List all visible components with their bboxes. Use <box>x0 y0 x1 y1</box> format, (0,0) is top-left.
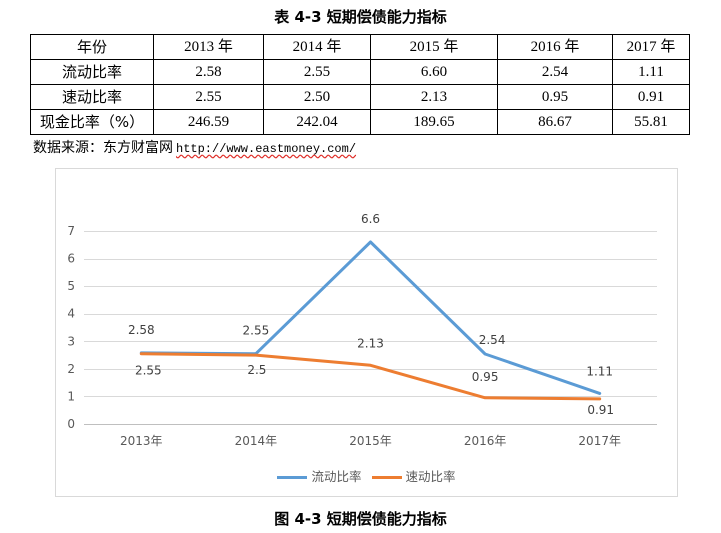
table-row-current-ratio: 流动比率 2.58 2.55 6.60 2.54 1.11 <box>30 59 690 85</box>
table-header-row: 年份 2013 年 2014 年 2015 年 2016 年 2017 年 <box>30 34 690 60</box>
data-label: 2.54 <box>479 333 506 347</box>
header-cell-2017: 2017 年 <box>612 34 690 60</box>
short-term-solvency-table: 年份 2013 年 2014 年 2015 年 2016 年 2017 年 流动… <box>30 34 690 135</box>
y-tick-label: 7 <box>67 224 75 238</box>
x-tick-label: 2014年 <box>235 434 278 448</box>
data-label: 2.13 <box>357 336 384 350</box>
header-cell-2016: 2016 年 <box>497 34 613 60</box>
data-label: 0.91 <box>587 403 614 417</box>
y-tick-label: 0 <box>67 417 75 431</box>
y-tick-label: 4 <box>67 307 75 321</box>
source-url: http://www.eastmoney.com/ <box>176 142 357 156</box>
y-tick-label: 6 <box>67 252 75 266</box>
source-label: 数据来源：东方财富网 <box>33 140 173 156</box>
row-label: 流动比率 <box>30 59 154 85</box>
header-cell-year: 年份 <box>30 34 154 60</box>
data-label: 0.95 <box>472 370 499 384</box>
table-cell: 246.59 <box>153 109 264 135</box>
table-cell: 86.67 <box>497 109 613 135</box>
table-cell: 0.95 <box>497 84 613 110</box>
header-cell-2013: 2013 年 <box>153 34 264 60</box>
legend-item-quick-ratio: 速动比率 <box>371 468 456 486</box>
y-tick-label: 3 <box>67 334 75 348</box>
header-cell-2014: 2014 年 <box>263 34 371 60</box>
table-cell: 242.04 <box>263 109 371 135</box>
table-cell: 189.65 <box>370 109 498 135</box>
table-cell: 2.55 <box>263 59 371 85</box>
data-label: 6.6 <box>361 212 380 226</box>
legend-swatch <box>277 475 308 479</box>
y-tick-label: 1 <box>67 389 75 403</box>
table-cell: 2.50 <box>263 84 371 110</box>
legend-label: 流动比率 <box>311 469 362 484</box>
table-cell: 2.13 <box>370 84 498 110</box>
row-label: 速动比率 <box>30 84 154 110</box>
x-tick-label: 2015年 <box>349 434 392 448</box>
x-tick-label: 2016年 <box>464 434 507 448</box>
data-label: 2.5 <box>247 363 266 377</box>
x-tick-label: 2013年 <box>120 434 163 448</box>
figure-caption: 图 4-3 短期偿债能力指标 <box>274 510 447 528</box>
series-line-2 <box>139 352 602 401</box>
chart-legend: 流动比率 速动比率 <box>56 468 677 486</box>
x-tick-label: 2017年 <box>578 434 621 448</box>
table-row-cash-ratio: 现金比率（%） 246.59 242.04 189.65 86.67 55.81 <box>30 109 690 135</box>
table-cell: 55.81 <box>612 109 690 135</box>
data-label: 1.11 <box>586 364 613 378</box>
series-line-1 <box>139 240 602 395</box>
legend-item-current-ratio: 流动比率 <box>277 468 362 486</box>
table-cell: 6.60 <box>370 59 498 85</box>
header-cell-2015: 2015 年 <box>370 34 498 60</box>
row-label: 现金比率（%） <box>30 109 154 135</box>
data-label: 2.58 <box>128 323 155 337</box>
data-label: 2.55 <box>135 364 162 378</box>
y-tick-label: 2 <box>67 362 75 376</box>
table-cell: 2.58 <box>153 59 264 85</box>
legend-label: 速动比率 <box>405 469 456 484</box>
table-cell: 1.11 <box>612 59 690 85</box>
chart-frame: 0 1 2 3 4 5 6 7 2013年 2014年 2015年 2016年 2017年 2.58 2.5… <box>55 168 678 497</box>
legend-swatch <box>371 475 402 479</box>
y-tick-label: 5 <box>67 279 75 293</box>
table-title: 表 4-3 短期偿债能力指标 <box>274 8 447 26</box>
table-cell: 2.54 <box>497 59 613 85</box>
table-row-quick-ratio: 速动比率 2.55 2.50 2.13 0.95 0.91 <box>30 84 690 110</box>
data-label: 2.55 <box>243 324 270 338</box>
table-cell: 2.55 <box>153 84 264 110</box>
line-chart: 0 1 2 3 4 5 6 7 2013年 2014年 2015年 2016年 2017年 2.58 2.5… <box>67 212 657 448</box>
data-source-note: 数据来源：东方财富网 http://www.eastmoney.com/ <box>33 139 356 157</box>
table-cell: 0.91 <box>612 84 690 110</box>
